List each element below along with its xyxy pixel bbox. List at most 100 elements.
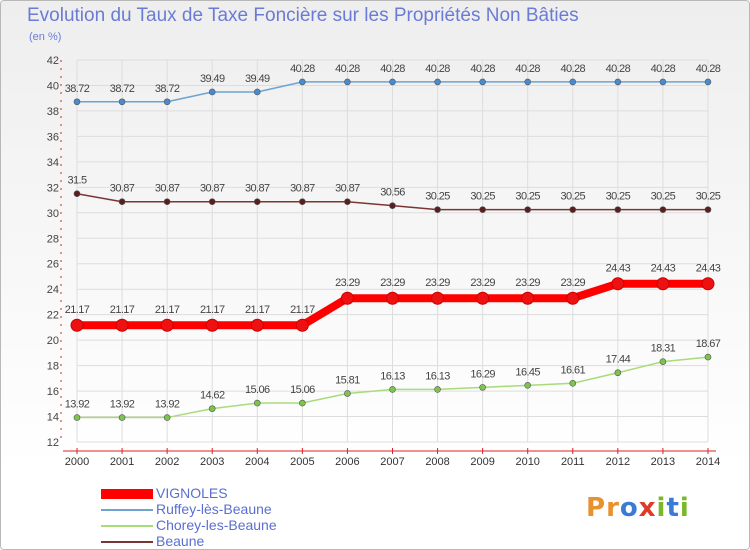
data-point <box>73 98 81 106</box>
data-label: 30.87 <box>290 183 315 195</box>
chart-unit-label: (en %) <box>29 31 62 43</box>
data-point <box>389 78 396 86</box>
data-point <box>611 277 625 291</box>
data-label: 40.28 <box>425 63 450 75</box>
data-point <box>659 206 667 213</box>
data-point <box>521 291 535 305</box>
data-point <box>476 291 490 305</box>
data-label: 18.31 <box>651 343 676 355</box>
data-point <box>704 78 712 86</box>
data-label: 16.13 <box>425 370 450 382</box>
data-label: 30.25 <box>606 191 631 203</box>
x-tick-label: 2003 <box>200 456 224 468</box>
data-label: 40.28 <box>470 63 495 75</box>
data-label: 31.5 <box>67 175 86 187</box>
data-point <box>656 277 670 291</box>
data-label: 40.28 <box>335 63 360 75</box>
data-label: 30.87 <box>335 183 360 195</box>
data-point <box>434 206 441 213</box>
data-label: 21.17 <box>155 304 180 316</box>
y-tick-label: 32 <box>47 182 59 194</box>
data-label: 15.06 <box>245 384 270 396</box>
data-label: 40.28 <box>696 63 721 75</box>
data-point <box>704 353 712 361</box>
data-point <box>659 358 667 365</box>
data-point <box>704 206 712 213</box>
data-label: 21.17 <box>245 304 270 316</box>
data-label: 30.25 <box>470 191 495 203</box>
data-point <box>253 399 261 407</box>
y-tick-label: 26 <box>47 259 59 271</box>
data-point <box>70 318 84 332</box>
data-point <box>299 78 306 86</box>
data-point <box>340 291 354 305</box>
data-label: 21.17 <box>200 304 225 316</box>
y-tick-label: 22 <box>47 310 59 322</box>
logo-letter: P <box>586 493 607 523</box>
legend-label: Ruffey-lès-Beaune <box>156 501 272 517</box>
logo-letter: i <box>679 493 690 523</box>
x-tick-label: 2005 <box>290 456 314 468</box>
chart-title: Evolution du Taux de Taxe Foncière sur l… <box>27 5 579 26</box>
data-label: 38.72 <box>65 83 90 95</box>
data-point <box>344 390 351 397</box>
data-label: 21.17 <box>110 304 135 316</box>
x-tick-label: 2007 <box>380 456 404 468</box>
data-label: 14.62 <box>200 390 225 402</box>
data-point <box>431 291 445 305</box>
logo-letter: o <box>619 493 639 523</box>
legend-swatch <box>101 525 153 527</box>
data-point <box>566 291 580 305</box>
legend-label: Chorey-les-Beaune <box>156 517 277 533</box>
data-point <box>614 78 622 86</box>
data-label: 30.25 <box>425 191 450 203</box>
data-point <box>163 414 171 421</box>
data-point <box>434 78 441 86</box>
x-tick-label: 2002 <box>155 456 179 468</box>
data-label: 16.13 <box>380 370 405 382</box>
data-label: 23.29 <box>561 277 586 289</box>
data-point <box>295 318 309 332</box>
data-label: 30.87 <box>200 183 225 195</box>
data-point <box>524 78 532 86</box>
y-tick-label: 40 <box>47 80 59 92</box>
x-tick-label: 2008 <box>425 456 449 468</box>
data-label: 24.43 <box>606 263 631 275</box>
data-label: 30.25 <box>696 191 721 203</box>
data-label: 13.92 <box>110 399 135 411</box>
data-label: 16.29 <box>470 368 495 380</box>
y-tick-label: 36 <box>47 131 59 143</box>
legend-swatch <box>101 541 153 543</box>
data-label: 23.29 <box>380 277 405 289</box>
data-point <box>253 88 261 96</box>
data-label: 30.25 <box>651 191 676 203</box>
data-point <box>205 318 219 332</box>
data-label: 30.25 <box>561 191 586 203</box>
data-label: 15.81 <box>335 374 360 386</box>
x-tick-label: 2001 <box>110 456 134 468</box>
data-label: 38.72 <box>155 83 180 95</box>
data-label: 38.72 <box>110 83 135 95</box>
y-tick-label: 18 <box>47 361 59 373</box>
data-point <box>208 405 216 412</box>
data-label: 40.28 <box>561 63 586 75</box>
data-point <box>344 78 351 86</box>
legend-swatch <box>101 509 153 511</box>
data-point <box>614 369 622 377</box>
x-tick-label: 2006 <box>335 456 359 468</box>
legend-swatch <box>101 489 153 499</box>
data-point <box>73 414 81 421</box>
data-point <box>163 98 171 106</box>
data-point <box>434 386 441 393</box>
data-point <box>385 291 399 305</box>
data-point <box>253 198 261 206</box>
logo-letter: i <box>656 493 667 523</box>
data-point <box>479 206 486 213</box>
y-tick-label: 34 <box>47 157 59 169</box>
y-tick-label: 20 <box>47 335 59 347</box>
data-label: 23.29 <box>335 277 360 289</box>
data-point <box>479 384 486 391</box>
data-label: 30.87 <box>155 183 180 195</box>
